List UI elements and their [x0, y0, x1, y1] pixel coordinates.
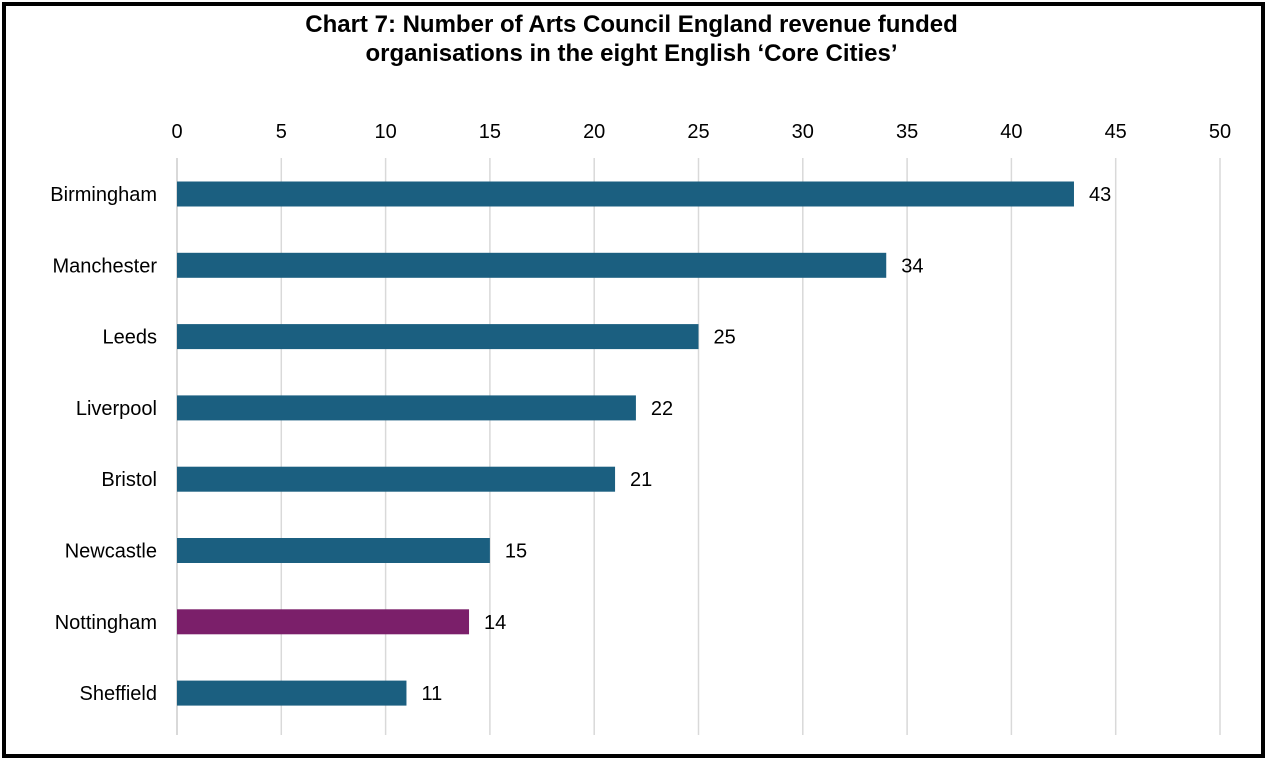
x-tick-label: 10: [374, 121, 396, 143]
category-label: Manchester: [53, 255, 158, 277]
category-label: Newcastle: [65, 541, 157, 563]
bar-liverpool: [177, 395, 636, 421]
chart-title-line-2: organisations in the eight English ‘Core…: [365, 40, 898, 67]
gridlines: [176, 158, 1221, 735]
x-tick-label: 35: [896, 121, 918, 143]
data-labels: 43 34 25 22 21 15 14 11: [421, 184, 1111, 705]
x-tick-label: 30: [792, 121, 814, 143]
x-tick-label: 50: [1209, 121, 1231, 143]
data-label: 11: [421, 683, 442, 705]
bar-bristol: [177, 466, 616, 492]
x-tick-label: 5: [276, 121, 287, 143]
bars: [177, 181, 1074, 706]
category-label: Sheffield: [80, 683, 157, 705]
bar-sheffield: [177, 680, 407, 706]
x-tick-label: 40: [1000, 121, 1022, 143]
data-label: 43: [1089, 184, 1111, 206]
category-label: Nottingham: [55, 612, 157, 634]
data-label: 21: [630, 469, 652, 491]
x-tick-label: 0: [171, 121, 182, 143]
x-tick-label: 15: [479, 121, 501, 143]
category-label: Birmingham: [50, 184, 157, 206]
data-label: 14: [484, 612, 506, 634]
bar-birmingham: [177, 181, 1074, 207]
data-label: 25: [714, 327, 736, 349]
data-label: 15: [505, 541, 527, 563]
bar-nottingham: [177, 609, 470, 635]
bar-leeds: [177, 324, 699, 350]
category-label: Leeds: [103, 327, 158, 349]
category-label: Liverpool: [76, 398, 157, 420]
x-tick-label: 45: [1105, 121, 1127, 143]
category-labels: Birmingham Manchester Leeds Liverpool Bristo…: [50, 184, 157, 705]
bar-manchester: [177, 252, 887, 278]
chart-title: Chart 7: Number of Arts Council England …: [0, 10, 1263, 68]
category-label: Bristol: [101, 469, 157, 491]
data-label: 34: [901, 255, 923, 277]
bar-newcastle: [177, 538, 490, 563]
x-tick-label: 20: [583, 121, 605, 143]
data-label: 22: [651, 398, 673, 420]
x-axis-ticks: 0 5 10 15 20 25 30 35 40 45 50: [171, 121, 1231, 143]
chart-title-line-1: Chart 7: Number of Arts Council England …: [305, 11, 958, 38]
x-tick-label: 25: [687, 121, 709, 143]
